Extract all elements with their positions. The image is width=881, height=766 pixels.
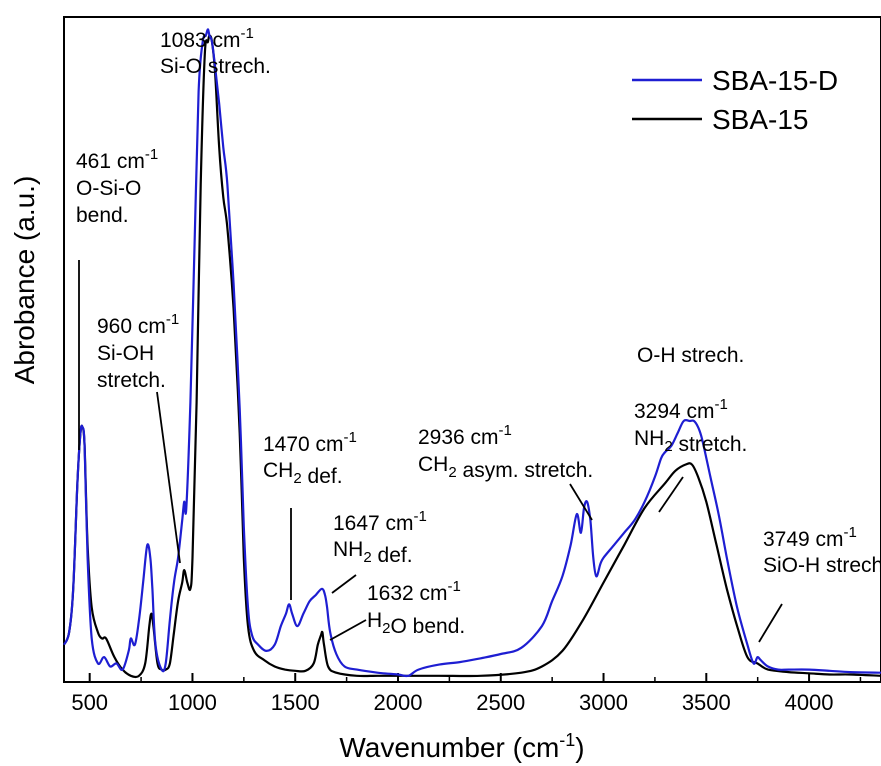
annotation-line: bend. [76, 204, 129, 227]
annotation-line: 3749 cm-1 [763, 524, 857, 551]
x-tick-label-3500: 3500 [682, 690, 731, 715]
x-axis-ticks: 500 1000 1500 2000 2500 3000 3500 4000 [71, 673, 862, 715]
annotation-line: 3294 cm-1 [634, 396, 728, 423]
x-tick-label-3000: 3000 [579, 690, 628, 715]
legend-label-sba15d: SBA-15-D [712, 65, 838, 96]
series-lines [62, 28, 881, 679]
annotation-7: O-H strech. [637, 344, 744, 367]
x-tick-label-4000: 4000 [785, 690, 834, 715]
annotation-leader-line [329, 619, 367, 641]
annotation-line: 1083 cm-1 [160, 25, 254, 52]
x-axis-label-suffix: ) [575, 732, 584, 763]
series-line-sba-15-d [62, 28, 881, 678]
legend: SBA-15-D SBA-15 [632, 65, 838, 135]
annotation-3: 1470 cm-1 CH2 def. [263, 429, 357, 600]
x-tick-label-1000: 1000 [168, 690, 217, 715]
annotation-line: Si-OH [97, 342, 154, 365]
annotation-2: 960 cm-1 Si-OH stretch. [97, 311, 181, 564]
annotation-leader-line [156, 391, 181, 564]
annotation-line: NH2 def. [333, 538, 413, 567]
x-tick-label-2000: 2000 [374, 690, 423, 715]
annotation-line: CH2 def. [263, 459, 343, 488]
annotation-8: 3294 cm-1 NH2 stretch. [634, 396, 747, 513]
annotation-line: H2O bend. [367, 609, 465, 638]
annotation-5: 1632 cm-1 H2O bend. [329, 578, 465, 641]
x-axis-label: Wavenumber (cm-1) [339, 730, 584, 763]
x-tick-label-2500: 2500 [476, 690, 525, 715]
annotation-line: NH2 stretch. [634, 427, 747, 456]
annotation-line: 1647 cm-1 [333, 508, 427, 535]
annotation-line: SiO-H strech. [763, 554, 881, 577]
x-tick-label-500: 500 [71, 690, 108, 715]
annotation-leader-line [569, 483, 593, 521]
annotation-line: 960 cm-1 [97, 311, 179, 338]
annotation-line: stretch. [97, 369, 166, 392]
x-axis-label-superscript: -1 [559, 730, 575, 750]
annotation-line: CH2 asym. stretch. [418, 453, 593, 482]
x-tick-label-1500: 1500 [271, 690, 320, 715]
annotation-line: 461 cm-1 [76, 146, 158, 173]
legend-label-sba15: SBA-15 [712, 104, 809, 135]
annotation-line: Si-O strech. [160, 55, 271, 78]
plot-frame [63, 16, 881, 683]
annotation-line: 1632 cm-1 [367, 578, 461, 605]
annotation-line: 1470 cm-1 [263, 429, 357, 456]
y-axis-label: Abrobance (a.u.) [9, 176, 40, 385]
annotation-leader-line [331, 574, 357, 594]
annotation-1: 461 cm-1 O-Si-O bend. [76, 146, 158, 450]
annotation-line: 2936 cm-1 [418, 422, 512, 449]
x-axis-label-text: Wavenumber (cm [339, 732, 559, 763]
annotation-leader-line [758, 603, 783, 643]
annotation-leader-line [658, 476, 684, 513]
annotation-line: O-Si-O [76, 177, 141, 200]
peak-annotations: 1083 cm-1 Si-O strech. 461 cm-1 O-Si-O bend.… [76, 25, 881, 643]
annotation-9: 3749 cm-1 SiO-H strech. [758, 524, 881, 643]
annotation-4: 1647 cm-1 NH2 def. [331, 508, 427, 594]
annotation-6: 2936 cm-1 CH2 asym. stretch. [418, 422, 593, 521]
annotation-0: 1083 cm-1 Si-O strech. [160, 25, 271, 78]
annotation-line: O-H strech. [637, 344, 744, 367]
